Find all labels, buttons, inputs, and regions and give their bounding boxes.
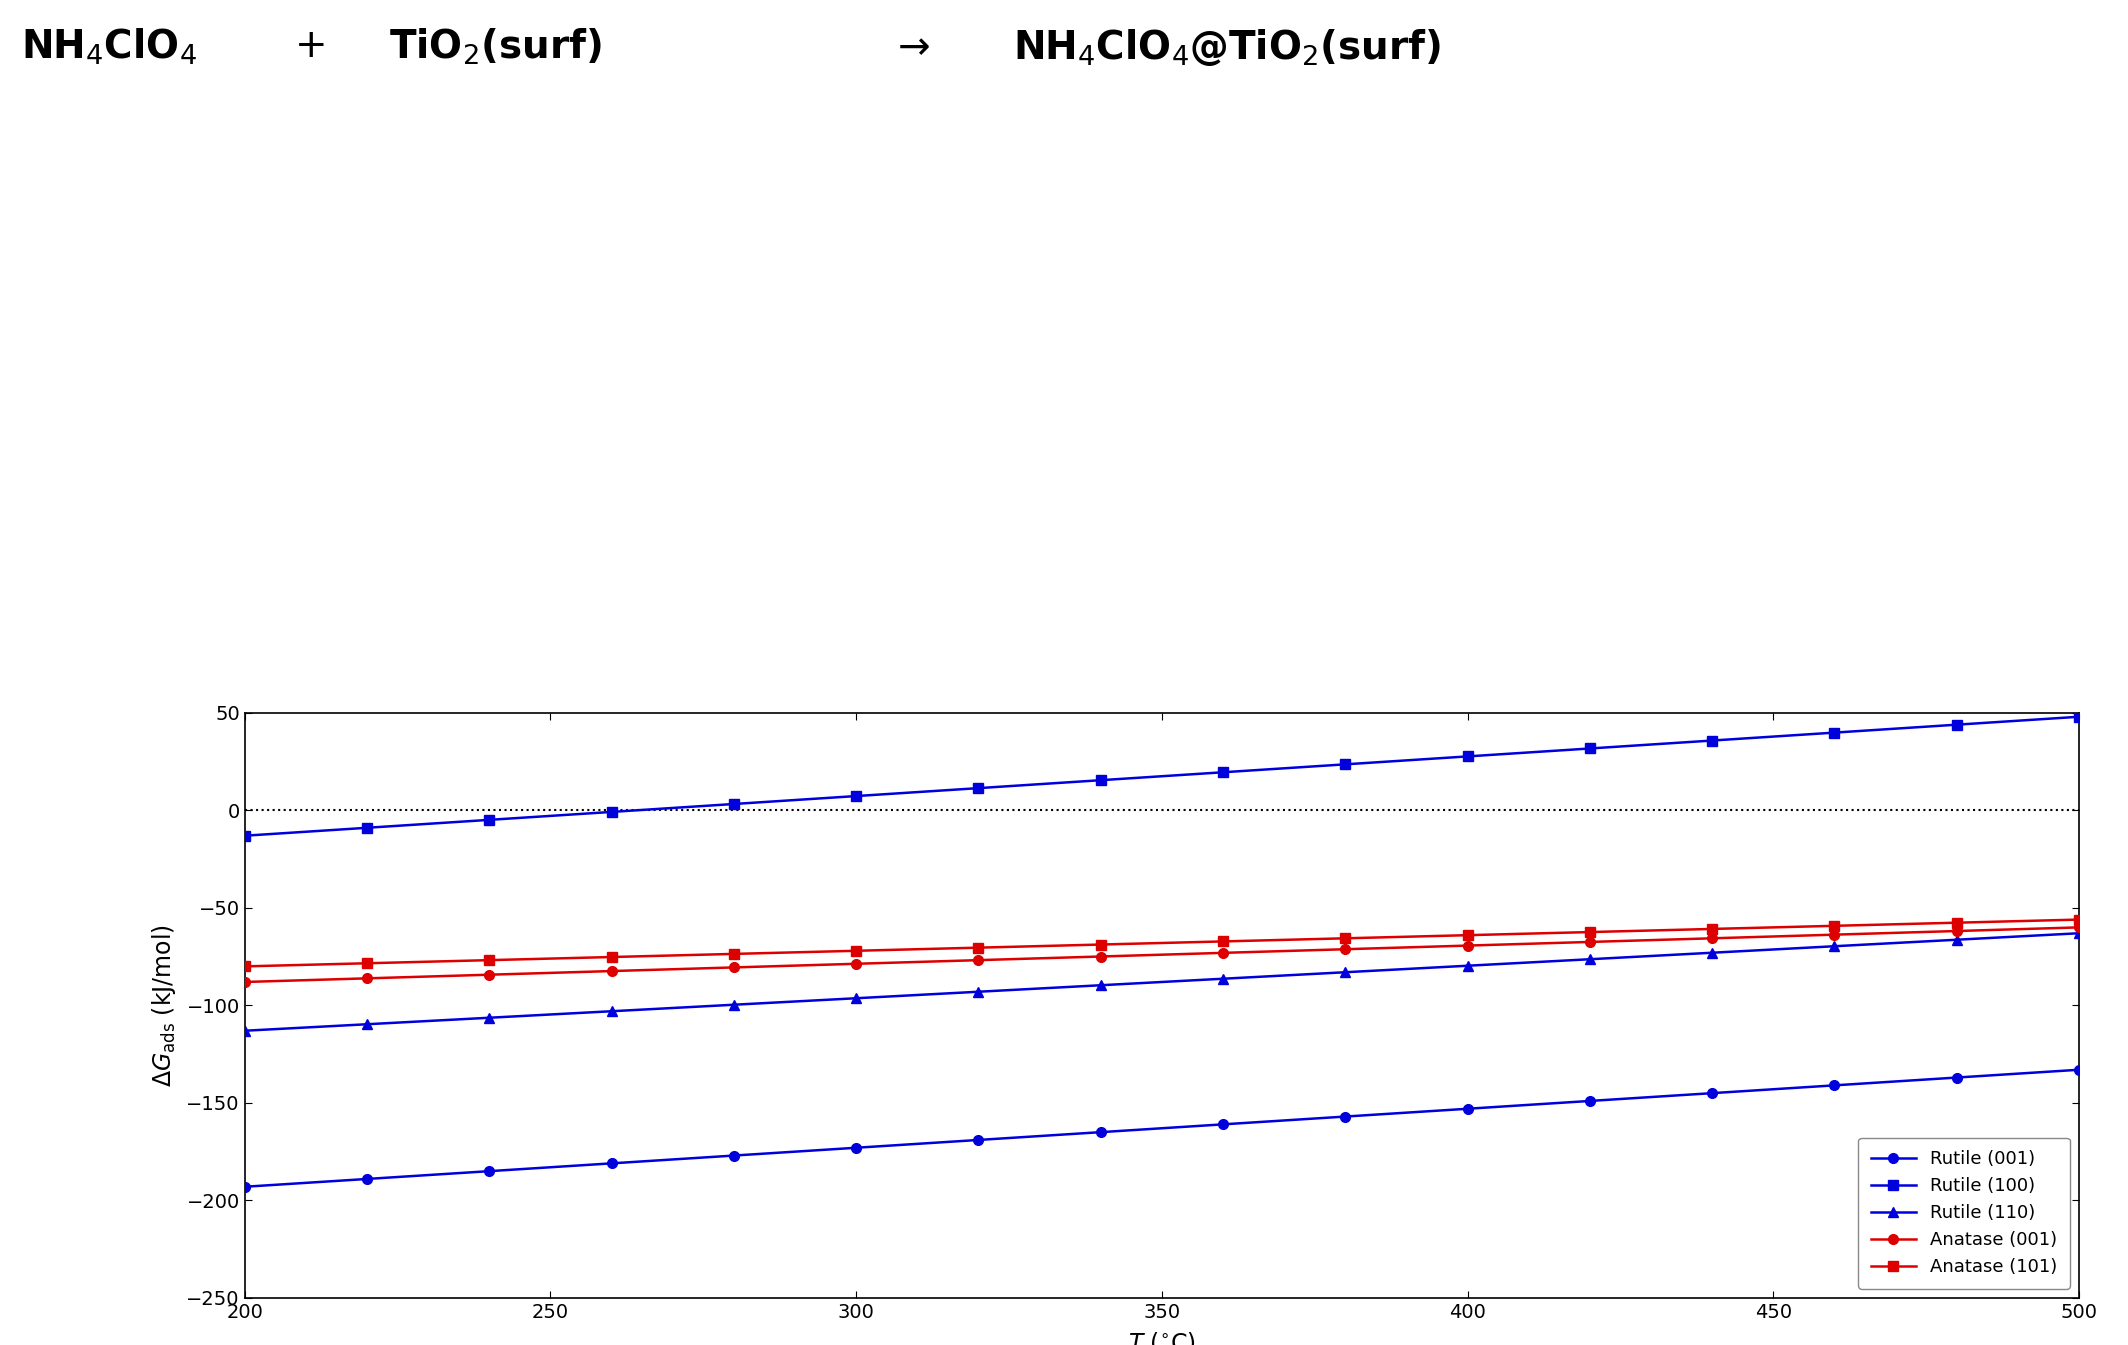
Rutile (100) <box>598 804 624 820</box>
Rutile (110) <box>353 1017 379 1033</box>
Rutile (100) <box>843 788 868 804</box>
Anatase (101) <box>598 950 624 966</box>
Anatase (001) <box>353 970 379 986</box>
Anatase (001) <box>1332 941 1358 958</box>
Text: NH$_4$ClO$_4$: NH$_4$ClO$_4$ <box>21 27 198 67</box>
Rutile (001) <box>232 1178 257 1194</box>
Rutile (001) <box>1456 1100 1481 1116</box>
Rutile (100) <box>1577 740 1602 756</box>
Rutile (001) <box>966 1132 992 1149</box>
Rutile (001) <box>2066 1061 2092 1077</box>
Anatase (101) <box>1087 936 1113 952</box>
Anatase (101) <box>1577 924 1602 940</box>
Rutile (001) <box>1087 1124 1113 1141</box>
Text: $\rightarrow$: $\rightarrow$ <box>890 27 930 65</box>
X-axis label: $T$ ($^{\circ}$C): $T$ ($^{\circ}$C) <box>1128 1330 1196 1345</box>
Anatase (001) <box>1456 937 1481 954</box>
Rutile (110) <box>1577 951 1602 967</box>
Anatase (101) <box>1700 921 1726 937</box>
Rutile (110) <box>1822 939 1847 955</box>
Line: Rutile (001): Rutile (001) <box>240 1065 2083 1192</box>
Rutile (001) <box>1332 1108 1358 1124</box>
Anatase (101) <box>1822 917 1847 933</box>
Rutile (001) <box>721 1147 747 1163</box>
Rutile (001) <box>353 1171 379 1188</box>
Text: NH$_4$ClO$_4$@TiO$_2$(surf): NH$_4$ClO$_4$@TiO$_2$(surf) <box>1013 27 1441 67</box>
Line: Rutile (110): Rutile (110) <box>240 928 2083 1036</box>
Anatase (101) <box>232 958 257 974</box>
Rutile (001) <box>1211 1116 1236 1132</box>
Anatase (101) <box>1456 927 1481 943</box>
Rutile (100) <box>1211 764 1236 780</box>
Anatase (001) <box>1087 948 1113 964</box>
Rutile (001) <box>1822 1077 1847 1093</box>
Rutile (110) <box>1211 971 1236 987</box>
Anatase (001) <box>477 967 502 983</box>
Rutile (110) <box>1332 964 1358 981</box>
Rutile (100) <box>1945 717 1971 733</box>
Anatase (101) <box>1945 915 1971 931</box>
Rutile (100) <box>1700 733 1726 749</box>
Rutile (100) <box>966 780 992 796</box>
Anatase (001) <box>1700 931 1726 947</box>
Anatase (101) <box>721 946 747 962</box>
Rutile (001) <box>598 1155 624 1171</box>
Anatase (101) <box>477 952 502 968</box>
Rutile (100) <box>353 819 379 835</box>
Rutile (110) <box>966 983 992 999</box>
Rutile (110) <box>598 1003 624 1020</box>
Rutile (100) <box>2066 709 2092 725</box>
Rutile (110) <box>1700 944 1726 960</box>
Rutile (110) <box>232 1022 257 1038</box>
Rutile (100) <box>1822 725 1847 741</box>
Rutile (100) <box>1332 756 1358 772</box>
Anatase (001) <box>966 952 992 968</box>
Anatase (101) <box>1211 933 1236 950</box>
Rutile (100) <box>1456 748 1481 764</box>
Rutile (100) <box>721 796 747 812</box>
Rutile (110) <box>721 997 747 1013</box>
Anatase (001) <box>1577 933 1602 950</box>
Anatase (001) <box>598 963 624 979</box>
Rutile (110) <box>843 990 868 1006</box>
Line: Rutile (100): Rutile (100) <box>240 712 2083 841</box>
Text: $+$: $+$ <box>294 27 323 65</box>
Anatase (001) <box>843 956 868 972</box>
Anatase (001) <box>1822 927 1847 943</box>
Anatase (001) <box>1945 923 1971 939</box>
Rutile (001) <box>1700 1085 1726 1102</box>
Y-axis label: $\Delta G_{\rm ads}$ (kJ/mol): $\Delta G_{\rm ads}$ (kJ/mol) <box>151 924 179 1087</box>
Anatase (101) <box>843 943 868 959</box>
Rutile (001) <box>1945 1069 1971 1085</box>
Rutile (110) <box>2066 925 2092 941</box>
Anatase (101) <box>966 940 992 956</box>
Text: TiO$_2$(surf): TiO$_2$(surf) <box>389 27 602 67</box>
Rutile (001) <box>1577 1093 1602 1110</box>
Rutile (100) <box>477 812 502 829</box>
Anatase (001) <box>232 974 257 990</box>
Rutile (100) <box>232 827 257 843</box>
Anatase (101) <box>2066 912 2092 928</box>
Anatase (001) <box>1211 944 1236 960</box>
Rutile (001) <box>477 1163 502 1180</box>
Rutile (110) <box>477 1010 502 1026</box>
Anatase (001) <box>2066 920 2092 936</box>
Rutile (110) <box>1087 978 1113 994</box>
Anatase (101) <box>353 955 379 971</box>
Line: Anatase (001): Anatase (001) <box>240 923 2083 987</box>
Rutile (110) <box>1945 932 1971 948</box>
Line: Anatase (101): Anatase (101) <box>240 915 2083 971</box>
Anatase (001) <box>721 959 747 975</box>
Rutile (110) <box>1456 958 1481 974</box>
Legend: Rutile (001), Rutile (100), Rutile (110), Anatase (001), Anatase (101): Rutile (001), Rutile (100), Rutile (110)… <box>1858 1138 2071 1289</box>
Rutile (001) <box>843 1139 868 1155</box>
Anatase (101) <box>1332 931 1358 947</box>
Rutile (100) <box>1087 772 1113 788</box>
